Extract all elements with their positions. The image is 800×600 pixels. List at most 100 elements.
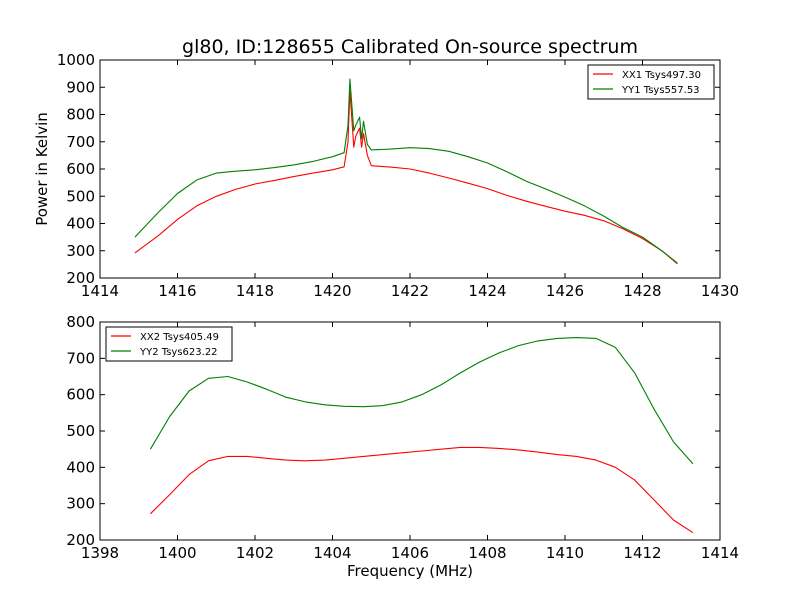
- bottom-series-0-point: [266, 458, 267, 459]
- top-y-tick-label: 900: [66, 78, 95, 96]
- top-series-1-point: [293, 164, 294, 165]
- bottom-legend: XX2 Tsys405.49 YY2 Tsys623.22: [105, 326, 233, 362]
- top-y-tick-label: 200: [66, 269, 95, 287]
- bottom-series-0-point: [169, 494, 170, 495]
- top-series-0-point: [526, 201, 527, 202]
- bottom-series-1-point: [692, 463, 693, 464]
- top-series-1-point: [487, 162, 488, 163]
- top-series-0-point: [603, 220, 604, 221]
- top-y-tick-label: 1000: [57, 51, 95, 69]
- top-series-0-point: [313, 173, 314, 174]
- bottom-series-1-point: [363, 406, 364, 407]
- top-series-1-point: [235, 171, 236, 172]
- bottom-series-1-point: [227, 376, 228, 377]
- bottom-series-0-point: [615, 467, 616, 468]
- bottom-series-0-point: [285, 460, 286, 461]
- top-series-0-point: [293, 176, 294, 177]
- top-series-1-point: [359, 117, 360, 118]
- bottom-series-1-point: [421, 394, 422, 395]
- bottom-series-line-1: [149, 337, 694, 465]
- top-series-0-point: [353, 147, 354, 148]
- bottom-series-1-point: [169, 416, 170, 417]
- top-series-0-point: [409, 168, 410, 169]
- top-series-1-point: [344, 152, 345, 153]
- bottom-x-tick-label: 1408: [468, 544, 506, 562]
- bottom-series-0-point: [460, 447, 461, 448]
- bottom-series-0-point: [518, 449, 519, 450]
- bottom-series-0-point: [634, 480, 635, 481]
- bottom-x-tick-label: 1404: [313, 544, 351, 562]
- bottom-series-0-point: [402, 452, 403, 453]
- bottom-y-tick-label: 800: [66, 313, 95, 331]
- bottom-x-tick-label: 1414: [701, 544, 739, 562]
- top-series-0-point: [134, 252, 135, 253]
- top-legend-label-yy1: YY1 Tsys557.53: [621, 85, 700, 96]
- bottom-series-1-point: [150, 449, 151, 450]
- bottom-x-ticks: 1398 1400 1402 1404 1406 1408 1410 1412 1414: [81, 322, 739, 562]
- bottom-series-1-point: [654, 409, 655, 410]
- top-series-0-point: [355, 136, 356, 137]
- bottom-series-1-point: [402, 401, 403, 402]
- bottom-legend-label-xx2: XX2 Tsys405.49: [140, 332, 219, 343]
- top-series-group: [134, 78, 678, 265]
- top-series-0-point: [254, 183, 255, 184]
- bottom-y-ticks: 200 300 400 500 600 700 800: [66, 313, 720, 549]
- top-series-0-point: [487, 188, 488, 189]
- bottom-series-1-point: [615, 347, 616, 348]
- bottom-series-1-point: [634, 372, 635, 373]
- top-series-1-point: [332, 156, 333, 157]
- top-series-1-point: [196, 179, 197, 180]
- top-series-0-point: [177, 219, 178, 220]
- bottom-series-1-point: [460, 372, 461, 373]
- top-series-line-1: [134, 78, 678, 265]
- top-series-0-point: [429, 173, 430, 174]
- top-y-axis-label: Power in Kelvin: [33, 112, 51, 226]
- top-series-0-point: [274, 180, 275, 181]
- bottom-x-tick-label: 1398: [81, 544, 119, 562]
- bottom-legend-label-yy2: YY2 Tsys623.22: [139, 347, 218, 358]
- top-x-tick-label: 1420: [313, 282, 351, 300]
- top-series-1-point: [545, 188, 546, 189]
- top-series-1-point: [158, 212, 159, 213]
- top-series-0-point: [545, 206, 546, 207]
- top-series-1-point: [349, 79, 350, 80]
- bottom-x-tick-label: 1412: [623, 544, 661, 562]
- top-series-0-point: [344, 166, 345, 167]
- bottom-series-0-point: [537, 452, 538, 453]
- top-series-0-point: [564, 211, 565, 212]
- top-x-tick-label: 1418: [236, 282, 274, 300]
- top-series-1-point: [468, 156, 469, 157]
- bottom-series-1-point: [673, 441, 674, 442]
- bottom-series-0-point: [227, 456, 228, 457]
- bottom-x-tick-label: 1406: [391, 544, 429, 562]
- top-series-0-point: [347, 141, 348, 142]
- top-series-1-point: [361, 138, 362, 139]
- top-series-line-0: [134, 90, 678, 264]
- bottom-series-0-point: [382, 454, 383, 455]
- top-series-0-point: [371, 165, 372, 166]
- top-x-tick-label: 1416: [158, 282, 196, 300]
- bottom-x-tick-label: 1410: [546, 544, 584, 562]
- bottom-series-0-point: [305, 460, 306, 461]
- top-y-tick-label: 300: [66, 242, 95, 260]
- top-series-1-point: [177, 193, 178, 194]
- bottom-x-axis-label: Frequency (MHz): [347, 562, 473, 580]
- top-series-1-point: [355, 125, 356, 126]
- bottom-x-tick-label: 1400: [158, 544, 196, 562]
- top-series-0-point: [448, 177, 449, 178]
- bottom-series-1-point: [208, 378, 209, 379]
- bottom-y-tick-label: 700: [66, 349, 95, 367]
- bottom-series-0-point: [324, 460, 325, 461]
- bottom-plot: 1398 1400 1402 1404 1406 1408 1410 1412 1414 200…: [66, 313, 739, 580]
- chart-title: gl80, ID:128655 Calibrated On-source spe…: [182, 36, 638, 58]
- top-series-0-point: [361, 147, 362, 148]
- bottom-series-group: [149, 337, 694, 534]
- top-series-1-point: [353, 130, 354, 131]
- top-y-tick-label: 800: [66, 106, 95, 124]
- top-x-tick-label: 1424: [468, 282, 506, 300]
- bottom-series-0-point: [363, 456, 364, 457]
- top-series-0-point: [506, 195, 507, 196]
- bottom-series-0-point: [479, 447, 480, 448]
- top-series-1-point: [390, 149, 391, 150]
- bottom-series-line-0: [150, 446, 694, 534]
